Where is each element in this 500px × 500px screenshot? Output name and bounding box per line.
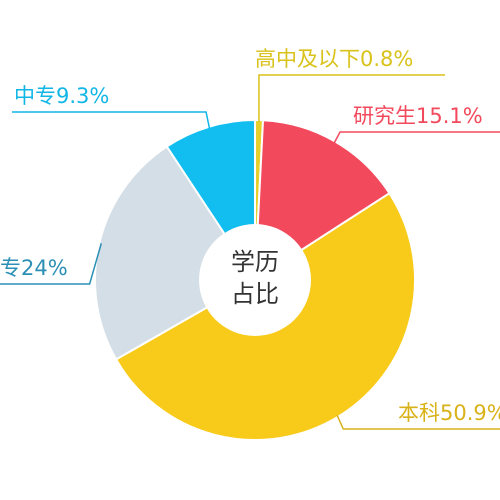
label-leader-lines — [0, 74, 500, 430]
slice-labels: 高中及以下0.8% 研究生15.1% 本科50.9% 专24% 中专9.3% — [0, 47, 500, 425]
leader-line-中专 — [12, 111, 211, 129]
center-label-line-2: 占比 — [231, 280, 279, 308]
slice-label-专: 专24% — [0, 256, 68, 280]
slice-label-研究生: 研究生15.1% — [353, 104, 483, 128]
slice-label-高中及以下: 高中及以下0.8% — [255, 47, 413, 71]
leader-line-本科 — [336, 414, 500, 430]
donut-hole — [199, 224, 311, 336]
center-label-line-1: 学历 — [231, 248, 279, 276]
slice-label-中专: 中专9.3% — [14, 84, 109, 108]
slice-专 — [94, 145, 257, 361]
slice-label-本科: 本科50.9% — [398, 401, 500, 425]
leader-line-研究生 — [333, 131, 500, 144]
leader-line-专 — [0, 243, 103, 285]
leader-line-高中及以下 — [258, 74, 445, 123]
